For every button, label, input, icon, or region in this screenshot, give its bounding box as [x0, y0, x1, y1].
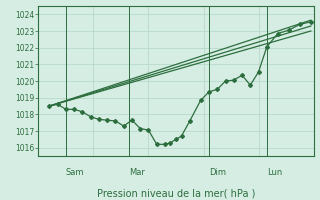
Text: Mar: Mar: [129, 168, 145, 177]
Text: Lun: Lun: [267, 168, 282, 177]
Text: Sam: Sam: [66, 168, 84, 177]
Text: Dim: Dim: [209, 168, 226, 177]
Text: Pression niveau de la mer( hPa ): Pression niveau de la mer( hPa ): [97, 189, 255, 199]
